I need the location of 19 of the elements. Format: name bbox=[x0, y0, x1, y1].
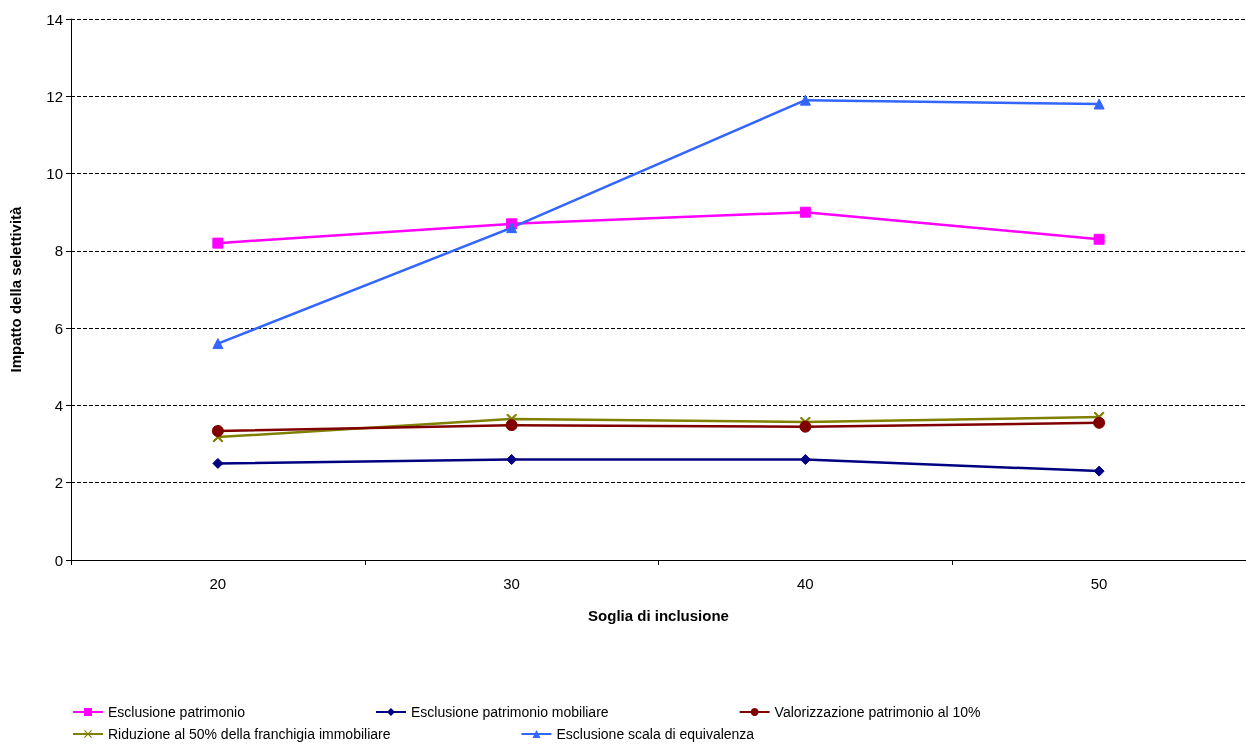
legend-label: Esclusione scala di equivalenza bbox=[556, 726, 755, 742]
x-axis-title: Soglia di inclusione bbox=[588, 607, 729, 624]
legend-label: Esclusione patrimonio bbox=[108, 704, 246, 720]
y-tick-label: 4 bbox=[54, 396, 63, 414]
y-axis-title: Impatto della selettività bbox=[7, 205, 24, 373]
x-tick-label: 40 bbox=[797, 575, 814, 592]
legend-label: Esclusione patrimonio mobiliare bbox=[410, 704, 609, 720]
legend-label: Valorizzazione patrimonio al 10% bbox=[774, 704, 981, 720]
y-tick-label: 12 bbox=[46, 87, 63, 105]
x-tick-label: 30 bbox=[503, 575, 520, 592]
y-tick-label: 10 bbox=[46, 165, 63, 183]
y-tick-label: 14 bbox=[46, 10, 63, 28]
y-tick-label: 2 bbox=[54, 474, 63, 492]
legend-label: Riduzione al 50% della franchigia immobiliare bbox=[108, 726, 391, 742]
y-tick-label: 8 bbox=[54, 242, 63, 260]
y-tick-label: 0 bbox=[54, 551, 63, 569]
x-tick-label: 50 bbox=[1090, 575, 1108, 592]
y-tick-label: 6 bbox=[54, 319, 63, 337]
x-tick-label: 20 bbox=[209, 575, 227, 592]
